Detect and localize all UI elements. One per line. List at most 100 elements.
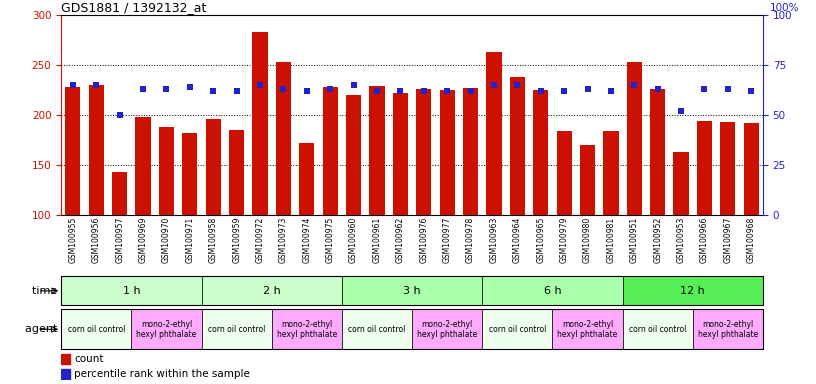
- Text: 12 h: 12 h: [681, 286, 705, 296]
- Bar: [650, 89, 665, 215]
- Bar: [225, 15, 248, 215]
- Bar: [627, 62, 642, 215]
- Point: [441, 88, 454, 94]
- Bar: [85, 15, 108, 215]
- Bar: [646, 15, 669, 215]
- Bar: [276, 62, 291, 215]
- Point: [417, 88, 430, 94]
- Bar: [506, 15, 529, 215]
- Bar: [61, 309, 131, 349]
- Bar: [392, 93, 408, 215]
- Text: 1 h: 1 h: [122, 286, 140, 296]
- Bar: [342, 15, 366, 215]
- Bar: [693, 309, 763, 349]
- Bar: [295, 15, 318, 215]
- Point: [394, 88, 407, 94]
- Bar: [299, 143, 314, 215]
- Point: [745, 88, 758, 94]
- Point: [464, 88, 477, 94]
- Bar: [252, 32, 268, 215]
- Bar: [202, 15, 225, 215]
- Bar: [182, 133, 197, 215]
- Bar: [159, 127, 174, 215]
- Bar: [716, 15, 739, 215]
- Bar: [202, 276, 342, 305]
- Bar: [61, 15, 85, 215]
- Point: [698, 86, 711, 92]
- Bar: [89, 85, 104, 215]
- Bar: [623, 15, 646, 215]
- Bar: [693, 15, 716, 215]
- Text: mono-2-ethyl
hexyl phthalate: mono-2-ethyl hexyl phthalate: [698, 319, 758, 339]
- Text: mono-2-ethyl
hexyl phthalate: mono-2-ethyl hexyl phthalate: [277, 319, 337, 339]
- Bar: [229, 130, 244, 215]
- Text: mono-2-ethyl
hexyl phthalate: mono-2-ethyl hexyl phthalate: [417, 319, 477, 339]
- Bar: [599, 15, 623, 215]
- Bar: [552, 309, 623, 349]
- Point: [581, 86, 594, 92]
- Bar: [412, 309, 482, 349]
- Bar: [510, 77, 525, 215]
- Text: corn oil control: corn oil control: [208, 325, 265, 334]
- Point: [347, 82, 360, 88]
- Point: [628, 82, 641, 88]
- Text: 100%: 100%: [770, 3, 800, 13]
- Point: [300, 88, 313, 94]
- Bar: [272, 309, 342, 349]
- Bar: [131, 309, 202, 349]
- Bar: [155, 15, 178, 215]
- Point: [90, 82, 103, 88]
- Bar: [623, 276, 763, 305]
- Bar: [552, 15, 576, 215]
- Bar: [416, 89, 432, 215]
- Point: [136, 86, 149, 92]
- Bar: [459, 15, 482, 215]
- Bar: [346, 95, 361, 215]
- Bar: [739, 15, 763, 215]
- Text: GDS1881 / 1392132_at: GDS1881 / 1392132_at: [61, 1, 206, 14]
- Text: 2 h: 2 h: [263, 286, 281, 296]
- Bar: [721, 122, 735, 215]
- Bar: [370, 86, 384, 215]
- Bar: [131, 15, 155, 215]
- Point: [721, 86, 734, 92]
- Text: corn oil control: corn oil control: [348, 325, 406, 334]
- Bar: [342, 309, 412, 349]
- Bar: [135, 117, 151, 215]
- Text: percentile rank within the sample: percentile rank within the sample: [74, 369, 251, 379]
- Bar: [482, 276, 623, 305]
- Bar: [388, 15, 412, 215]
- Bar: [248, 15, 272, 215]
- Point: [557, 88, 570, 94]
- Point: [160, 86, 173, 92]
- Text: 6 h: 6 h: [543, 286, 561, 296]
- Point: [324, 86, 337, 92]
- Bar: [178, 15, 202, 215]
- Bar: [576, 15, 599, 215]
- Bar: [557, 131, 572, 215]
- Bar: [482, 309, 552, 349]
- Point: [277, 86, 290, 92]
- Bar: [112, 172, 127, 215]
- Bar: [272, 15, 295, 215]
- Text: 3 h: 3 h: [403, 286, 421, 296]
- Point: [605, 88, 618, 94]
- Bar: [202, 309, 272, 349]
- Bar: [206, 119, 221, 215]
- Bar: [669, 15, 693, 215]
- Text: mono-2-ethyl
hexyl phthalate: mono-2-ethyl hexyl phthalate: [557, 319, 618, 339]
- Bar: [65, 87, 81, 215]
- Bar: [412, 15, 436, 215]
- Point: [534, 88, 548, 94]
- Text: corn oil control: corn oil control: [489, 325, 546, 334]
- Bar: [366, 15, 388, 215]
- Point: [675, 108, 688, 114]
- Point: [370, 88, 384, 94]
- Point: [651, 86, 664, 92]
- Bar: [318, 15, 342, 215]
- Point: [254, 82, 267, 88]
- Bar: [623, 309, 693, 349]
- Bar: [673, 152, 689, 215]
- Text: time: time: [33, 286, 61, 296]
- Bar: [482, 15, 506, 215]
